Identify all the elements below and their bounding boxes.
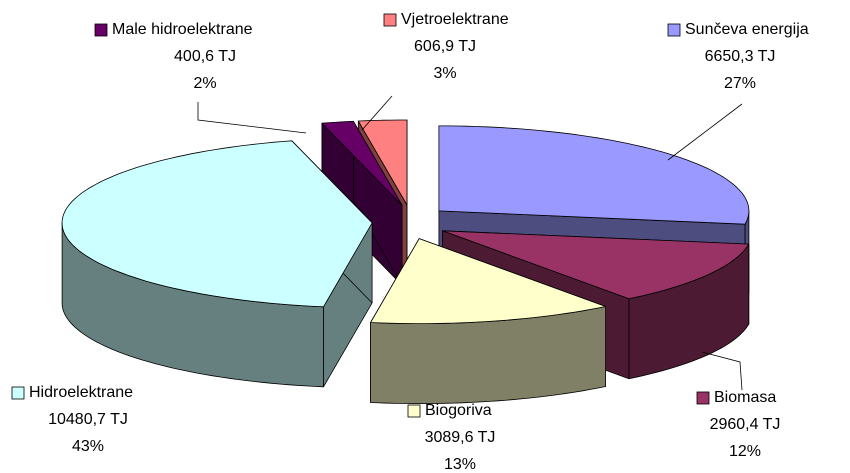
- legend-swatch: [94, 23, 108, 37]
- value-label: 2960,4 TJ: [710, 416, 781, 433]
- value-label: 3089,6 TJ: [425, 429, 496, 446]
- slice-top: [370, 238, 606, 325]
- category-label: Biogoriva: [425, 402, 492, 419]
- percent-label: 12%: [729, 443, 761, 460]
- percent-label: 13%: [444, 456, 476, 473]
- category-label: Biomasa: [714, 389, 776, 406]
- leader-line: [667, 103, 743, 161]
- percent-label: 2%: [193, 75, 216, 92]
- leader-line: [361, 95, 393, 131]
- labels: Sunčeva energija 6650,3 TJ 27% Biomasa 2960,…: [11, 11, 809, 473]
- legend-swatch: [11, 386, 25, 400]
- value-label: 6650,3 TJ: [705, 48, 776, 65]
- value-label: 606,9 TJ: [414, 38, 476, 55]
- slice: [370, 238, 606, 405]
- percent-label: 3%: [433, 65, 456, 82]
- value-label: 10480,7 TJ: [48, 411, 128, 428]
- slice-top: [438, 125, 750, 225]
- category-label: Male hidroelektrane: [112, 21, 253, 38]
- category-label: Hidroelektrane: [29, 384, 133, 401]
- legend-swatch: [383, 13, 397, 27]
- slice-top: [357, 119, 408, 206]
- category-label: Vjetroelektrane: [401, 11, 509, 28]
- leader-line: [701, 351, 743, 391]
- slice-top: [442, 230, 750, 300]
- pie: [61, 119, 750, 405]
- legend-swatch: [667, 23, 681, 37]
- value-label: 400,6 TJ: [174, 48, 236, 65]
- category-label: Sunčeva energija: [685, 21, 809, 38]
- slice-top: [61, 140, 373, 308]
- legend-swatch: [696, 391, 710, 405]
- slice: [321, 120, 403, 286]
- percent-label: 43%: [72, 438, 104, 455]
- leader-line: [197, 102, 307, 134]
- legend-swatch: [407, 404, 421, 418]
- slice: [61, 140, 373, 388]
- slice-top: [321, 120, 403, 206]
- percent-label: 27%: [724, 75, 756, 92]
